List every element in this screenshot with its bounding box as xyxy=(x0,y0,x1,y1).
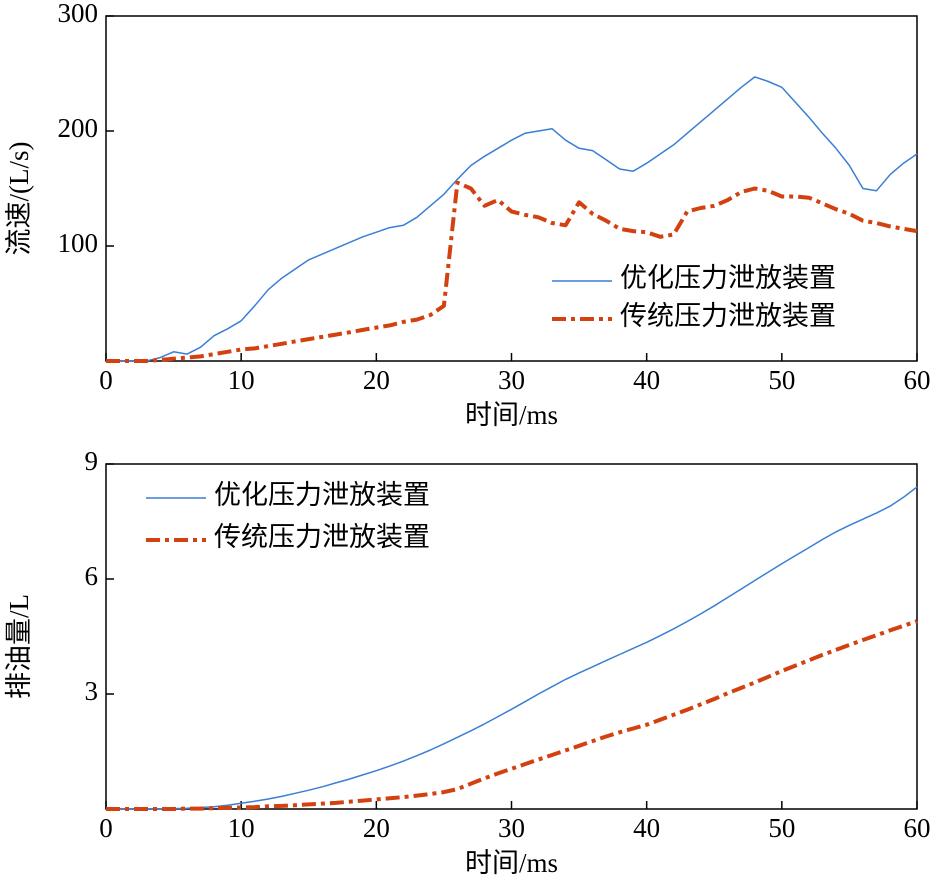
x-tick-label: 60 xyxy=(904,365,931,395)
y-tick-label: 300 xyxy=(58,0,99,28)
y-tick-label: 200 xyxy=(58,113,99,143)
x-tick-label: 0 xyxy=(99,365,113,395)
x-tick-label: 20 xyxy=(363,365,390,395)
legend-label: 传统压力泄放装置 xyxy=(620,301,836,331)
legend-label: 优化压力泄放装置 xyxy=(620,263,836,293)
data-line xyxy=(106,486,918,810)
y-axis-label: 流速/(L/s) xyxy=(4,142,34,256)
legend-label: 传统压力泄放装置 xyxy=(214,522,430,552)
x-tick-label: 10 xyxy=(228,365,255,395)
x-tick-label: 30 xyxy=(498,813,525,843)
data-line xyxy=(106,180,918,363)
x-tick-label: 0 xyxy=(99,813,113,843)
data-line xyxy=(106,619,918,811)
y-tick-label: 9 xyxy=(85,446,99,476)
y-tick-label: 100 xyxy=(58,228,99,258)
x-tick-label: 40 xyxy=(633,365,660,395)
x-tick-label: 50 xyxy=(768,813,795,843)
data-line xyxy=(106,76,918,362)
x-tick-label: 40 xyxy=(633,813,660,843)
x-axis-label: 时间/ms xyxy=(465,400,558,430)
plot-frame xyxy=(105,463,918,810)
y-tick-label: 6 xyxy=(85,561,99,591)
legend-label: 优化压力泄放装置 xyxy=(214,480,430,510)
x-tick-label: 20 xyxy=(363,813,390,843)
x-tick-label: 50 xyxy=(768,365,795,395)
x-tick-label: 10 xyxy=(228,813,255,843)
y-tick-label: 3 xyxy=(85,676,99,706)
x-axis-label: 时间/ms xyxy=(465,848,558,878)
x-tick-label: 30 xyxy=(498,365,525,395)
x-tick-label: 60 xyxy=(904,813,931,843)
y-axis-label: 排油量/L xyxy=(4,594,34,699)
